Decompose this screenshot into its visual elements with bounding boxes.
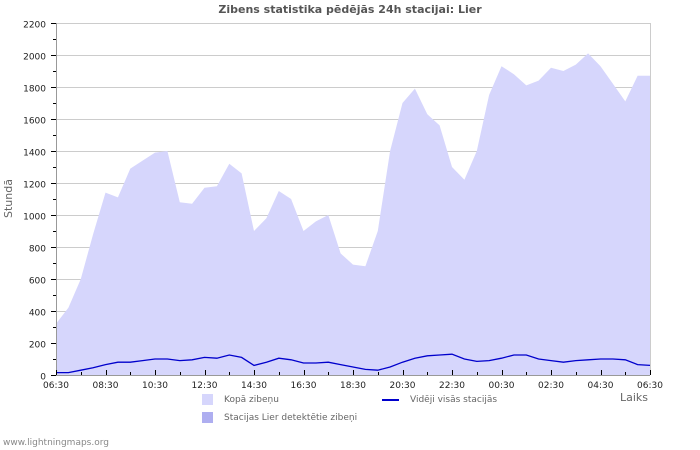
average-line: [56, 353, 651, 374]
svg-text:2200: 2200: [23, 21, 46, 31]
svg-text:14:30: 14:30: [241, 381, 267, 391]
svg-text:04:30: 04:30: [588, 381, 614, 391]
svg-text:400: 400: [29, 309, 46, 319]
svg-text:0: 0: [40, 373, 46, 383]
svg-text:22:30: 22:30: [439, 381, 465, 391]
svg-text:18:30: 18:30: [340, 381, 366, 391]
svg-text:12:30: 12:30: [192, 381, 218, 391]
y-axis-label: Stundā: [2, 179, 15, 218]
legend-average-swatch: [382, 399, 399, 401]
x-axis-label: Laiks: [620, 391, 649, 404]
svg-text:600: 600: [29, 277, 46, 287]
svg-text:1200: 1200: [23, 181, 46, 191]
svg-text:1000: 1000: [23, 213, 46, 223]
legend-total: Kopā zibeņu: [202, 394, 279, 405]
axes: 0 200 400 600 800 1000 1200 1400 1600 1800 2000 220…: [23, 21, 663, 392]
total-lightning-area: [56, 53, 650, 376]
legend-station-label: Stacijas Lier detektētie zibeņi: [224, 412, 358, 423]
svg-text:06:30: 06:30: [637, 381, 663, 391]
legend-total-label: Kopā zibeņu: [224, 394, 279, 405]
footer-link[interactable]: www.lightningmaps.org: [3, 438, 109, 448]
legend-average-label: Vidēji visās stacijās: [410, 395, 498, 405]
legend-average: Vidēji visās stacijās: [382, 395, 497, 405]
svg-text:00:30: 00:30: [489, 381, 515, 391]
svg-text:1600: 1600: [23, 117, 46, 127]
legend-station: Stacijas Lier detektētie zibeņi: [202, 412, 357, 423]
svg-text:1800: 1800: [23, 85, 46, 95]
legend-station-swatch: [202, 412, 213, 423]
svg-text:20:30: 20:30: [390, 381, 416, 391]
svg-text:800: 800: [29, 245, 46, 255]
svg-text:2000: 2000: [23, 53, 46, 63]
svg-text:16:30: 16:30: [291, 381, 317, 391]
svg-text:200: 200: [29, 341, 46, 351]
svg-text:06:30: 06:30: [43, 381, 69, 391]
svg-text:08:30: 08:30: [93, 381, 119, 391]
svg-text:1400: 1400: [23, 149, 46, 159]
chart-title: Zibens statistika pēdējās 24h stacijai: …: [218, 3, 482, 16]
svg-text:10:30: 10:30: [142, 381, 168, 391]
svg-text:02:30: 02:30: [538, 381, 564, 391]
legend-total-swatch: [202, 394, 213, 405]
